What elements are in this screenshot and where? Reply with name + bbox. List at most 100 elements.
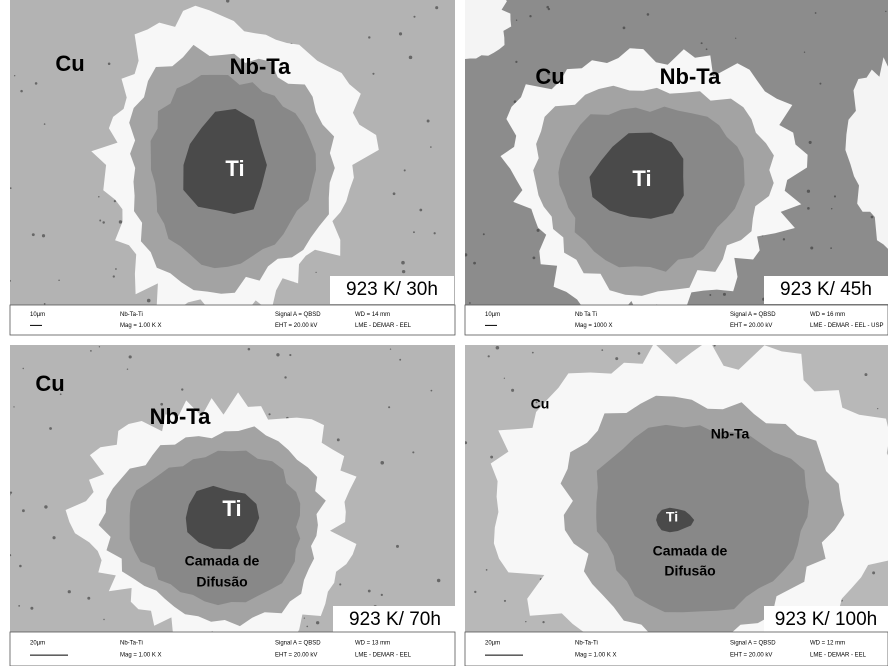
scale-label: 20µm <box>485 640 500 646</box>
signal-label: Signal A = QBSD <box>275 640 321 646</box>
pore <box>268 413 270 415</box>
pore <box>542 621 544 623</box>
pore <box>58 280 60 282</box>
condition-label: 923 K/ 70h <box>349 609 441 630</box>
pore <box>18 605 20 607</box>
pore <box>20 90 23 93</box>
lab-label: LME - DEMAR - EEL - USP <box>810 323 883 329</box>
pore <box>381 594 383 596</box>
pore <box>9 554 11 556</box>
pore <box>807 190 810 193</box>
pore <box>831 208 832 209</box>
eht-label: EHT = 20.00 kV <box>730 323 772 329</box>
pore <box>435 6 438 9</box>
pore <box>316 621 319 624</box>
phase-label: Difusão <box>664 563 715 579</box>
phase-label: Ti <box>666 509 678 525</box>
pore <box>864 373 867 376</box>
pore <box>490 456 493 459</box>
pore <box>469 302 471 304</box>
pore <box>486 569 488 571</box>
pore <box>10 491 12 493</box>
mag-label: Mag = 1.00 K X <box>120 323 162 329</box>
pore <box>399 32 402 35</box>
pore <box>119 220 122 223</box>
pore <box>306 626 308 628</box>
pore <box>430 146 432 148</box>
pore <box>532 352 534 354</box>
pore <box>337 438 340 441</box>
pore <box>113 275 115 277</box>
pore <box>885 11 886 12</box>
phase-label: Nb-Ta <box>711 426 750 442</box>
phase-label: Cu <box>535 64 564 89</box>
pore <box>623 27 626 30</box>
pore <box>393 192 396 195</box>
phase-label: Cu <box>35 371 64 396</box>
pore <box>304 617 305 618</box>
pore <box>87 597 90 600</box>
pore <box>830 247 832 249</box>
pore <box>615 357 618 360</box>
pore <box>723 293 726 296</box>
pore <box>49 427 52 430</box>
phase-label: Cu <box>531 396 550 412</box>
pore <box>496 346 500 350</box>
eht-label: EHT = 20.00 kV <box>275 323 317 329</box>
pore <box>877 408 878 409</box>
pore <box>401 261 405 265</box>
pore <box>42 234 45 237</box>
micrograph-image: CuNb-TaTiCamada deDifusão923 K/ 100h <box>464 340 888 666</box>
pore <box>35 82 38 85</box>
pore <box>276 353 279 356</box>
pore <box>390 348 391 349</box>
pore <box>488 355 490 357</box>
pore <box>431 390 433 392</box>
micrograph-image: CuNb-TaTi923 K/ 30h <box>9 0 455 319</box>
sample-label: Nb Ta Ti <box>575 312 597 318</box>
pore <box>289 354 291 356</box>
scale-label: 20µm <box>30 640 45 646</box>
wd-label: WD = 14 mm <box>355 312 390 318</box>
pore <box>19 565 22 568</box>
pore <box>413 231 415 233</box>
pore <box>315 272 316 273</box>
pore <box>834 195 836 197</box>
lab-label: LME - DEMAR - EEL <box>355 323 412 329</box>
phase-label: Camada de <box>185 553 260 569</box>
pore <box>511 389 514 392</box>
pore <box>783 238 785 240</box>
pore <box>90 350 92 352</box>
pore <box>807 207 810 210</box>
wd-label: WD = 16 mm <box>810 312 845 318</box>
pore <box>529 15 531 17</box>
pore <box>809 141 812 144</box>
scale-label: 10µm <box>485 312 500 318</box>
pore <box>103 619 104 620</box>
pore <box>108 62 111 65</box>
pore <box>30 607 33 610</box>
sample-label: Nb-Ta-Ti <box>575 640 598 646</box>
pore <box>525 621 526 622</box>
pore <box>546 6 549 9</box>
pore <box>601 349 603 351</box>
micrograph-image: CuNb-TaTi923 K/ 45h <box>423 0 888 325</box>
pore <box>735 38 736 39</box>
pore <box>98 196 100 198</box>
lab-label: LME - DEMAR - EEL <box>810 653 867 659</box>
pore <box>129 355 132 358</box>
pore <box>368 36 370 38</box>
pore <box>638 352 641 355</box>
pore <box>533 256 536 259</box>
pore <box>380 461 384 465</box>
phase-label: Cu <box>55 51 84 76</box>
pore <box>339 583 341 585</box>
info-bar <box>10 632 455 666</box>
mag-label: Mag = 1.00 K X <box>575 653 617 659</box>
pore <box>127 368 128 369</box>
micrograph-image: CuNb-TaTiCamada deDifusão923 K/ 70h <box>9 345 457 653</box>
pore <box>399 359 401 361</box>
pore <box>147 299 151 303</box>
pore <box>9 280 11 282</box>
